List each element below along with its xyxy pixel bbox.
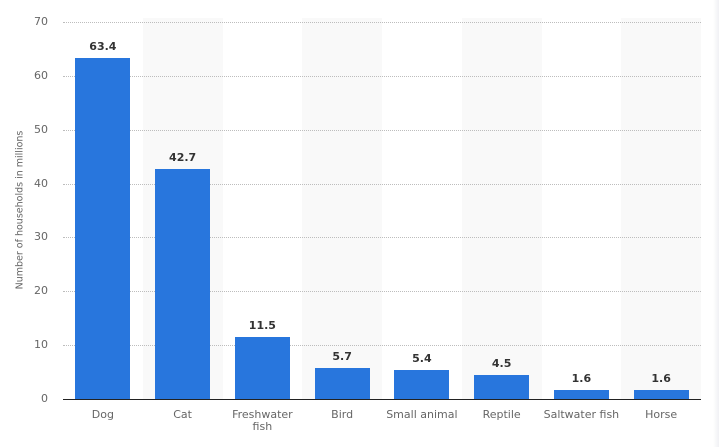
bar-saltwater-fish[interactable] [553, 390, 609, 399]
category-band [461, 18, 542, 399]
x-tick-label: Reptile [482, 408, 521, 421]
value-label: 63.4 [89, 39, 117, 53]
x-tick-label: Horse [645, 408, 678, 421]
value-label: 4.5 [491, 356, 512, 370]
value-label: 42.7 [169, 151, 197, 165]
x-tick-label: Small animal [386, 408, 458, 421]
y-tick-label: 10 [34, 338, 48, 352]
bar-bird[interactable] [314, 368, 370, 399]
bar-dog[interactable] [75, 57, 131, 399]
scrollbar-edge [713, 0, 719, 447]
x-tick-label: Bird [331, 408, 354, 421]
value-label: 1.6 [571, 372, 592, 386]
gridline [63, 237, 701, 239]
y-axis-title: Number of households in millions [14, 130, 26, 290]
value-label: 11.5 [248, 319, 276, 333]
y-tick-label: 0 [41, 392, 48, 405]
gridline [63, 75, 701, 77]
x-axis-line [63, 399, 701, 400]
y-tick-label: 50 [34, 122, 48, 136]
gridline [63, 345, 701, 347]
y-tick-label: 70 [34, 15, 48, 28]
gridline [63, 291, 701, 293]
category-band [621, 18, 701, 399]
gridline [63, 22, 701, 23]
bar-horse[interactable] [633, 390, 689, 399]
x-tick-label: Cat [173, 408, 192, 421]
gridline [63, 183, 701, 185]
x-tick-label: Freshwater fish [232, 408, 293, 433]
y-tick-label: 40 [34, 176, 48, 190]
bar-small-animal[interactable] [394, 369, 450, 399]
gridline [63, 129, 701, 131]
x-tick-label: Dog [91, 408, 114, 421]
category-band [302, 18, 382, 399]
y-tick-label: 30 [34, 230, 48, 244]
x-tick-label: Saltwater fish [543, 408, 620, 421]
value-label: 1.6 [651, 372, 671, 386]
bar-freshwater-fish[interactable] [234, 337, 290, 399]
y-tick-label: 60 [34, 68, 48, 82]
y-tick-label: 20 [34, 284, 48, 298]
bar-reptile[interactable] [474, 374, 530, 399]
value-label: 5.4 [412, 351, 432, 365]
value-label: 5.7 [332, 350, 352, 364]
bar-cat[interactable] [155, 169, 211, 399]
